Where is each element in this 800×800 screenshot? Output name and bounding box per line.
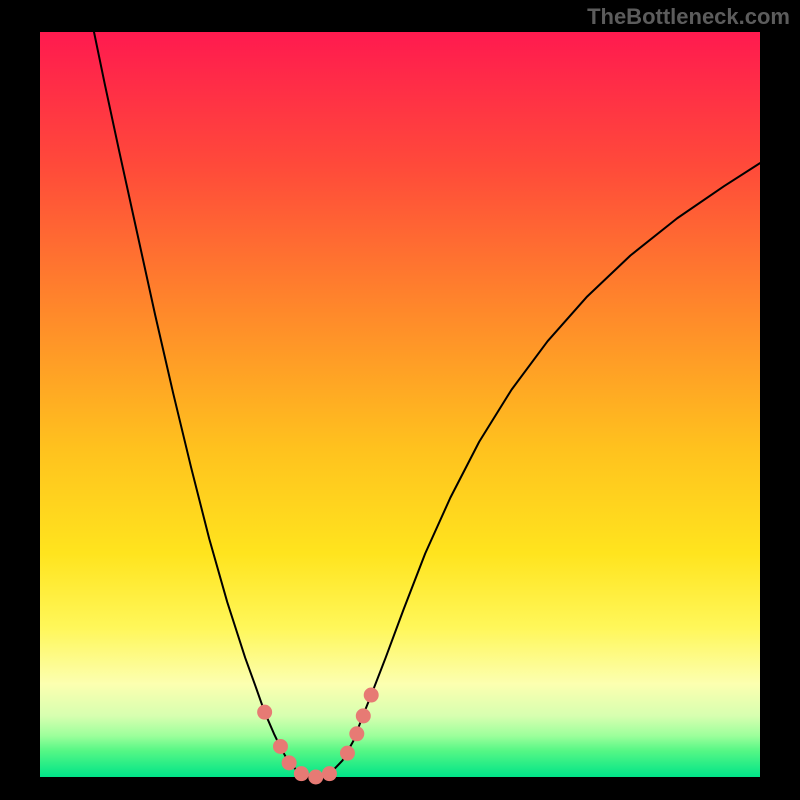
marker-dot <box>309 770 323 784</box>
marker-dot <box>258 705 272 719</box>
marker-dot <box>364 688 378 702</box>
marker-dot <box>282 756 296 770</box>
chart-stage: { "watermark": { "text": "TheBottleneck.… <box>0 0 800 800</box>
plot-background <box>40 32 760 777</box>
watermark-text: TheBottleneck.com <box>587 4 790 30</box>
marker-dot <box>350 727 364 741</box>
bottleneck-chart <box>0 0 800 800</box>
marker-dot <box>340 746 354 760</box>
marker-dot <box>273 739 287 753</box>
marker-dot <box>322 767 336 781</box>
marker-dot <box>356 709 370 723</box>
marker-dot <box>294 767 308 781</box>
